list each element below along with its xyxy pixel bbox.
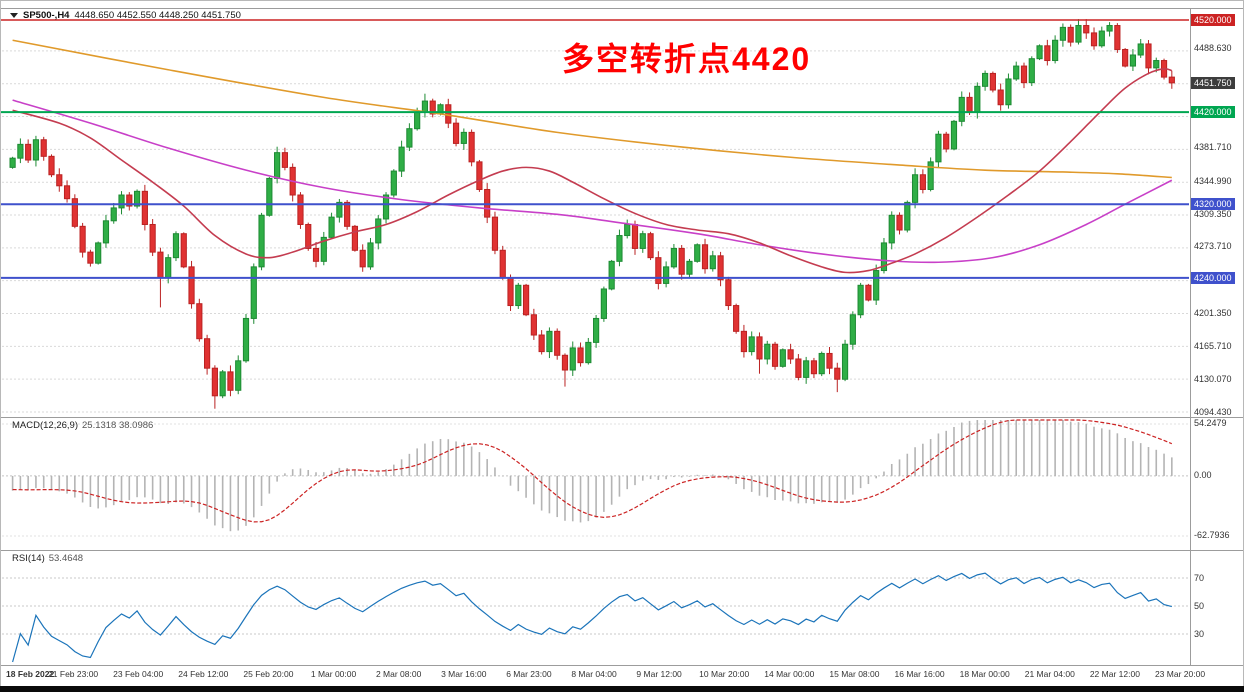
ohlc-readout: 4448.650 4452.550 4448.250 4451.750 <box>74 10 241 21</box>
rsi-panel <box>2 572 1189 663</box>
rsi-value: 53.4648 <box>48 553 84 564</box>
rsi-indicator-label: RSI(14) 53.4648 <box>12 553 83 564</box>
macd-name: MACD(12,26,9) <box>12 420 78 431</box>
macd-indicator-label: MACD(12,26,9) 25.1318 38.0986 <box>12 420 153 431</box>
macd-values: 25.1318 38.0986 <box>82 420 154 431</box>
main-panel <box>1 19 1189 413</box>
macd-panel <box>2 419 1189 537</box>
rsi-name: RSI(14) <box>12 553 45 564</box>
ma-fast-red <box>12 67 1173 274</box>
ma-slow-orange <box>12 39 1172 179</box>
annotation-text[interactable]: 多空转折点4420 <box>562 41 812 77</box>
macd-signal-line <box>12 419 1173 523</box>
symbol-dropdown-icon[interactable] <box>10 13 18 18</box>
ma-mid-magenta <box>12 99 1173 264</box>
candles <box>9 19 1175 409</box>
symbol-period-label: SP500-,H4 <box>23 10 70 21</box>
chart-title-bar: SP500-,H4 4448.650 4452.550 4448.250 445… <box>10 10 241 21</box>
bottom-strip <box>0 686 1244 692</box>
rsi-line <box>12 572 1172 663</box>
